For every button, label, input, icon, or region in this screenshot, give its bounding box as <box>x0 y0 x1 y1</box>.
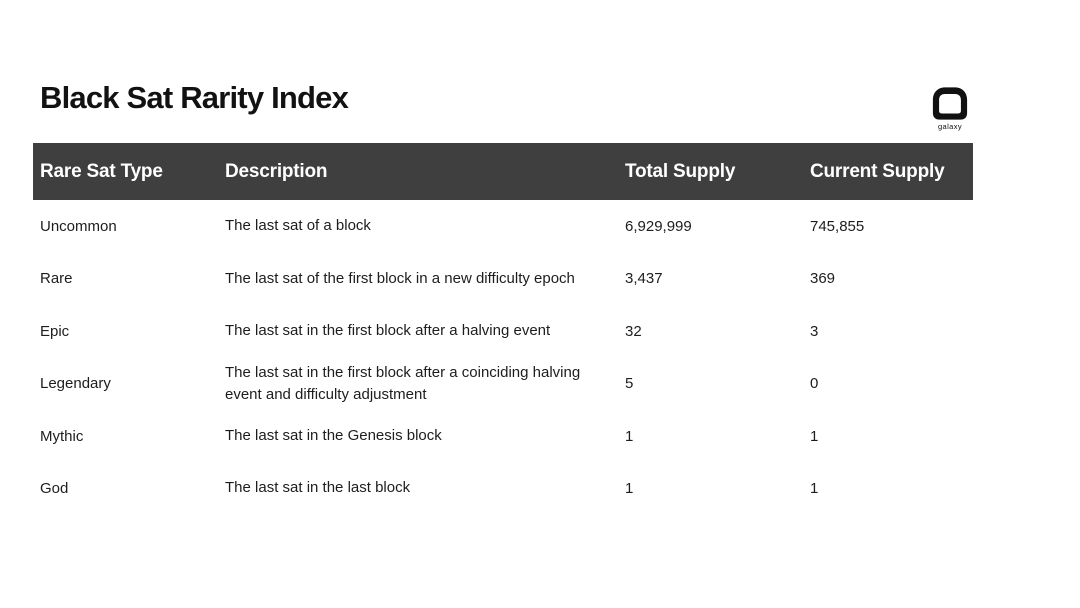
brand-logo: galaxy <box>926 86 974 131</box>
table-row-epic: Epic The last sat in the first block aft… <box>33 305 973 357</box>
table-row-mythic: Mythic The last sat in the Genesis block… <box>33 410 973 462</box>
column-header-current-supply: Current Supply <box>810 160 945 182</box>
table-row-legendary: Legendary The last sat in the first bloc… <box>33 357 973 410</box>
total-supply-cell: 1 <box>625 427 634 445</box>
table-body: Uncommon The last sat of a block 6,929,9… <box>33 200 973 514</box>
page-title: Black Sat Rarity Index <box>40 80 349 115</box>
current-supply-cell: 1 <box>810 479 819 497</box>
current-supply-cell: 369 <box>810 270 836 287</box>
description-cell: The last sat of a block <box>225 217 371 235</box>
current-supply-cell: 1 <box>810 427 819 445</box>
sat-type-cell: Rare <box>40 270 73 287</box>
current-supply-cell: 745,855 <box>810 217 865 235</box>
table-row-god: God The last sat in the last block 1 1 <box>33 462 973 514</box>
sat-type-cell: Legendary <box>40 375 111 392</box>
column-header-rare-sat-type: Rare Sat Type <box>40 160 163 182</box>
sat-type-cell: Uncommon <box>40 217 117 235</box>
column-header-total-supply: Total Supply <box>625 160 736 182</box>
sat-type-cell: Mythic <box>40 427 84 445</box>
total-supply-cell: 1 <box>625 479 634 497</box>
description-cell: The last sat in the first block after a … <box>225 363 581 403</box>
sat-type-cell: Epic <box>40 322 70 340</box>
table-header-row: Rare Sat Type Description Total Supply C… <box>33 143 973 200</box>
total-supply-cell: 5 <box>625 375 634 392</box>
description-cell: The last sat in the last block <box>225 479 411 497</box>
table-row-uncommon: Uncommon The last sat of a block 6,929,9… <box>33 200 973 252</box>
description-cell: The last sat of the first block in a new… <box>225 269 575 287</box>
current-supply-cell: 3 <box>810 322 819 340</box>
sat-type-cell: God <box>40 479 69 497</box>
current-supply-cell: 0 <box>810 375 819 392</box>
description-cell: The last sat in the first block after a … <box>225 322 551 340</box>
total-supply-cell: 3,437 <box>625 270 663 287</box>
rarity-index-table: Rare Sat Type Description Total Supply C… <box>33 143 973 514</box>
total-supply-cell: 32 <box>625 322 642 340</box>
table-row-rare: Rare The last sat of the first block in … <box>33 252 973 305</box>
total-supply-cell: 6,929,999 <box>625 217 692 235</box>
galaxy-helmet-icon <box>932 87 968 120</box>
brand-label: galaxy <box>937 122 963 131</box>
column-header-description: Description <box>225 160 328 182</box>
description-cell: The last sat in the Genesis block <box>225 427 442 445</box>
